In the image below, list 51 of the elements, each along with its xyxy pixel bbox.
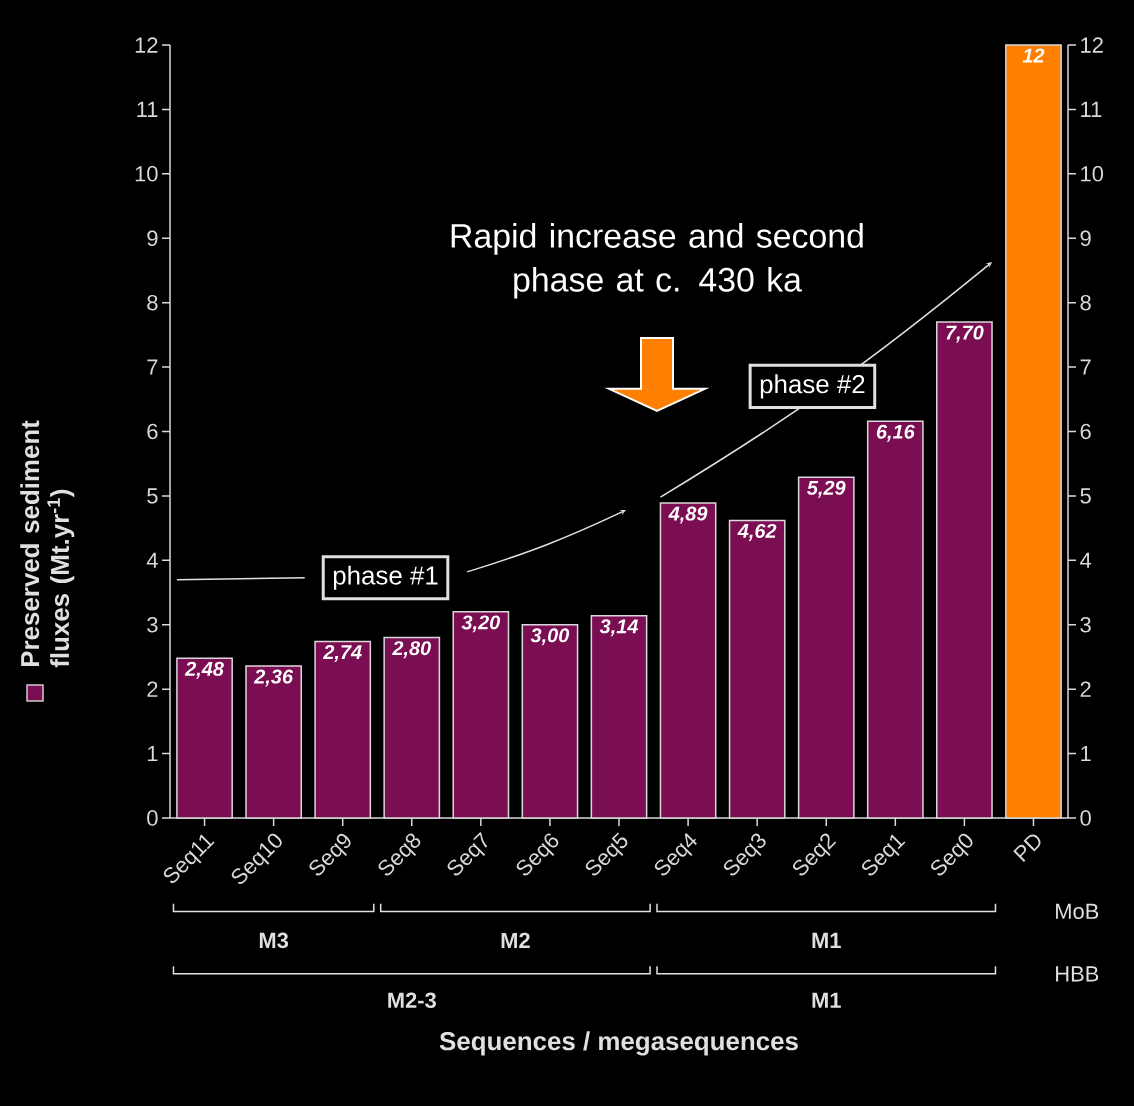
data-label: 3,20 (461, 615, 501, 633)
y-tick-label: 12 (135, 37, 158, 53)
y2-tick-label: 0 (1080, 810, 1091, 826)
text: M1 (812, 932, 841, 948)
data-label: 2,80 (392, 641, 431, 659)
y-tick-label: 9 (147, 230, 158, 246)
y-tick-label: 0 (147, 810, 158, 826)
y2-tick-label: 1 (1081, 746, 1091, 762)
y-tick-label: 5 (147, 488, 158, 504)
y2-tick-label: 4 (1080, 552, 1092, 568)
y2-tick-label: 5 (1080, 488, 1091, 504)
annotation: phase #2 (760, 374, 865, 399)
annotation: Rapid increase and second phase at c. 430 ka (451, 223, 863, 299)
y-tick-label: 2 (147, 681, 158, 697)
data-label: 4,62 (737, 523, 777, 541)
y2-tick-label: 11 (1081, 101, 1102, 117)
x-tick-label: PD (1013, 834, 1041, 862)
text: Sequences / megasequences (439, 1031, 798, 1056)
text: HBB (1056, 966, 1099, 982)
data-label: 3,00 (530, 628, 570, 646)
y2-tick-label: 3 (1080, 616, 1091, 633)
y-tick-label: 4 (146, 552, 158, 568)
y2-tick-label: 7 (1080, 359, 1091, 375)
data-label: 2,36 (253, 669, 294, 687)
data-label: 7,70 (946, 325, 984, 343)
y-tick-label: 3 (147, 616, 158, 633)
y-tick-label: 11 (137, 101, 158, 117)
data-label: 12 (1022, 48, 1045, 63)
y-tick-label: 6 (147, 423, 158, 440)
annotation: phase #1 (333, 565, 438, 590)
y-tick-label: 10 (135, 166, 158, 182)
data-label: 6,16 (876, 424, 915, 442)
y2-tick-label: 6 (1080, 423, 1091, 440)
data-label: 2,74 (323, 645, 362, 662)
text: M3 (259, 932, 289, 949)
y2-tick-label: 12 (1081, 37, 1103, 53)
data-label: 5,29 (807, 480, 846, 498)
text: M2 (501, 932, 530, 949)
y2-tick-label: 2 (1080, 681, 1091, 697)
y2-tick-label: 9 (1080, 230, 1091, 246)
text: M2-3 (388, 992, 436, 1009)
y-tick-label: 8 (147, 294, 158, 311)
y2-tick-label: 8 (1080, 294, 1091, 311)
data-label: 3,14 (599, 619, 639, 637)
y2-tick-label: 10 (1081, 166, 1104, 182)
text: MoB (1056, 903, 1099, 920)
text: M1 (812, 992, 841, 1008)
data-label: 4,89 (668, 506, 708, 524)
y-tick-label: 1 (147, 746, 158, 762)
data-label: 2,48 (184, 661, 224, 679)
y-tick-label: 7 (147, 359, 158, 375)
